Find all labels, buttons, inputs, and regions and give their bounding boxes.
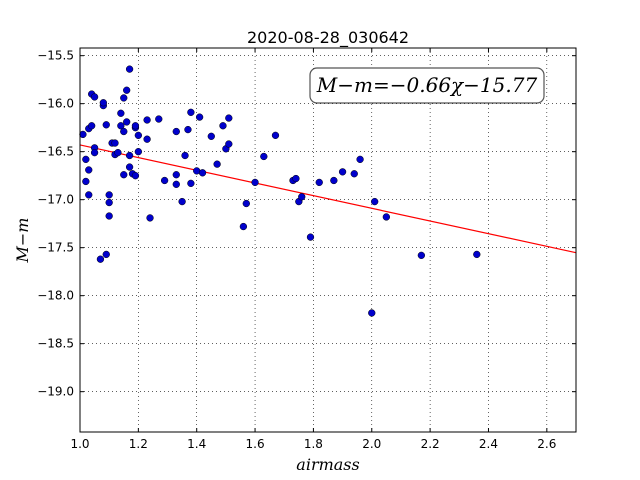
y-tick-label: −17.5 <box>37 241 74 255</box>
data-point <box>105 198 113 207</box>
data-point <box>143 135 151 143</box>
data-point <box>120 171 128 179</box>
data-point <box>99 99 107 107</box>
x-tick-label: 1.6 <box>246 437 265 451</box>
data-point <box>131 122 140 130</box>
data-point <box>120 127 128 136</box>
data-point <box>198 169 207 177</box>
data-point <box>82 177 90 186</box>
y-tick-label: −19.0 <box>37 385 74 399</box>
data-point <box>79 130 87 139</box>
data-point <box>225 140 233 148</box>
data-point <box>82 155 90 164</box>
x-tick-label: 2.6 <box>537 437 556 451</box>
x-tick-label: 1.4 <box>187 437 206 451</box>
data-point <box>187 179 195 188</box>
data-point <box>298 193 306 201</box>
data-point <box>134 148 143 156</box>
data-point <box>131 172 140 180</box>
y-axis-label: M−m <box>13 218 32 264</box>
y-tick-label: −15.5 <box>37 49 74 63</box>
x-tick-label: 1.0 <box>70 437 89 451</box>
x-tick-label: 1.8 <box>304 437 323 451</box>
data-point <box>251 178 259 187</box>
data-point <box>225 114 233 122</box>
data-point <box>306 233 315 241</box>
data-point <box>213 160 221 168</box>
data-point <box>207 132 215 140</box>
data-point <box>219 122 227 130</box>
data-point <box>134 131 143 140</box>
data-point <box>146 214 154 222</box>
x-tick-label: 2.2 <box>421 437 440 451</box>
data-point <box>338 168 347 176</box>
data-point <box>85 191 93 199</box>
fit-annotation: M−m=−0.66χ−15.77 <box>309 67 545 104</box>
data-point <box>181 151 189 160</box>
data-point <box>88 122 96 130</box>
data-point <box>178 197 186 206</box>
data-point <box>90 93 99 101</box>
data-point <box>172 171 180 179</box>
data-point <box>356 155 364 164</box>
y-tick-label: −18.0 <box>37 289 74 303</box>
annotation-box <box>309 67 545 104</box>
x-tick-label: 2.4 <box>479 437 498 451</box>
data-point <box>117 122 125 130</box>
data-point <box>242 199 250 208</box>
data-point <box>123 86 131 94</box>
data-point <box>382 213 391 221</box>
data-point <box>371 197 379 206</box>
plot-area: 1.0 1.2 1.4 1.6 1.8 2.0 2.2 2.4 2.6 −15.5 −16.0 −16… <box>37 47 577 451</box>
data-point <box>111 139 119 147</box>
x-axis-label: airmass <box>296 455 359 474</box>
y-tick-label: −17.0 <box>37 193 74 207</box>
data-point <box>120 94 128 102</box>
data-point <box>172 127 180 136</box>
data-point <box>102 250 110 259</box>
data-point <box>239 222 248 231</box>
data-point <box>102 121 110 129</box>
y-tick-label: −16.5 <box>37 145 74 159</box>
chart-title: 2020-08-28_030642 <box>247 28 409 48</box>
data-point <box>117 109 125 117</box>
fit-line <box>79 144 577 254</box>
data-point <box>125 163 134 171</box>
data-point <box>184 125 192 134</box>
data-point <box>292 174 300 183</box>
data-point <box>350 170 358 178</box>
data-point <box>90 148 99 157</box>
data-point <box>160 176 169 185</box>
x-tick-label: 1.2 <box>129 437 148 451</box>
data-point <box>195 113 204 121</box>
data-point <box>123 118 131 126</box>
data-point <box>114 148 122 157</box>
y-tick-label: −16.0 <box>37 97 74 111</box>
data-point <box>473 250 481 259</box>
data-point <box>85 166 93 174</box>
data-point <box>125 65 134 73</box>
data-point <box>96 255 105 263</box>
data-point <box>330 176 338 185</box>
data-point <box>155 115 163 123</box>
annotation-text: M−m=−0.66χ−15.77 <box>316 73 538 97</box>
data-point <box>417 251 426 260</box>
data-point <box>143 116 151 124</box>
x-tick-label: 2.0 <box>362 437 381 451</box>
axes-frame <box>79 47 577 433</box>
data-point <box>271 131 280 140</box>
data-point <box>125 151 134 160</box>
data-point <box>105 212 113 220</box>
data-point <box>172 180 180 188</box>
data-point <box>105 191 113 199</box>
data-point <box>187 108 195 116</box>
data-point <box>315 178 323 187</box>
y-tick-label: −18.5 <box>37 337 74 351</box>
data-point <box>260 152 268 161</box>
data-point <box>368 309 376 317</box>
